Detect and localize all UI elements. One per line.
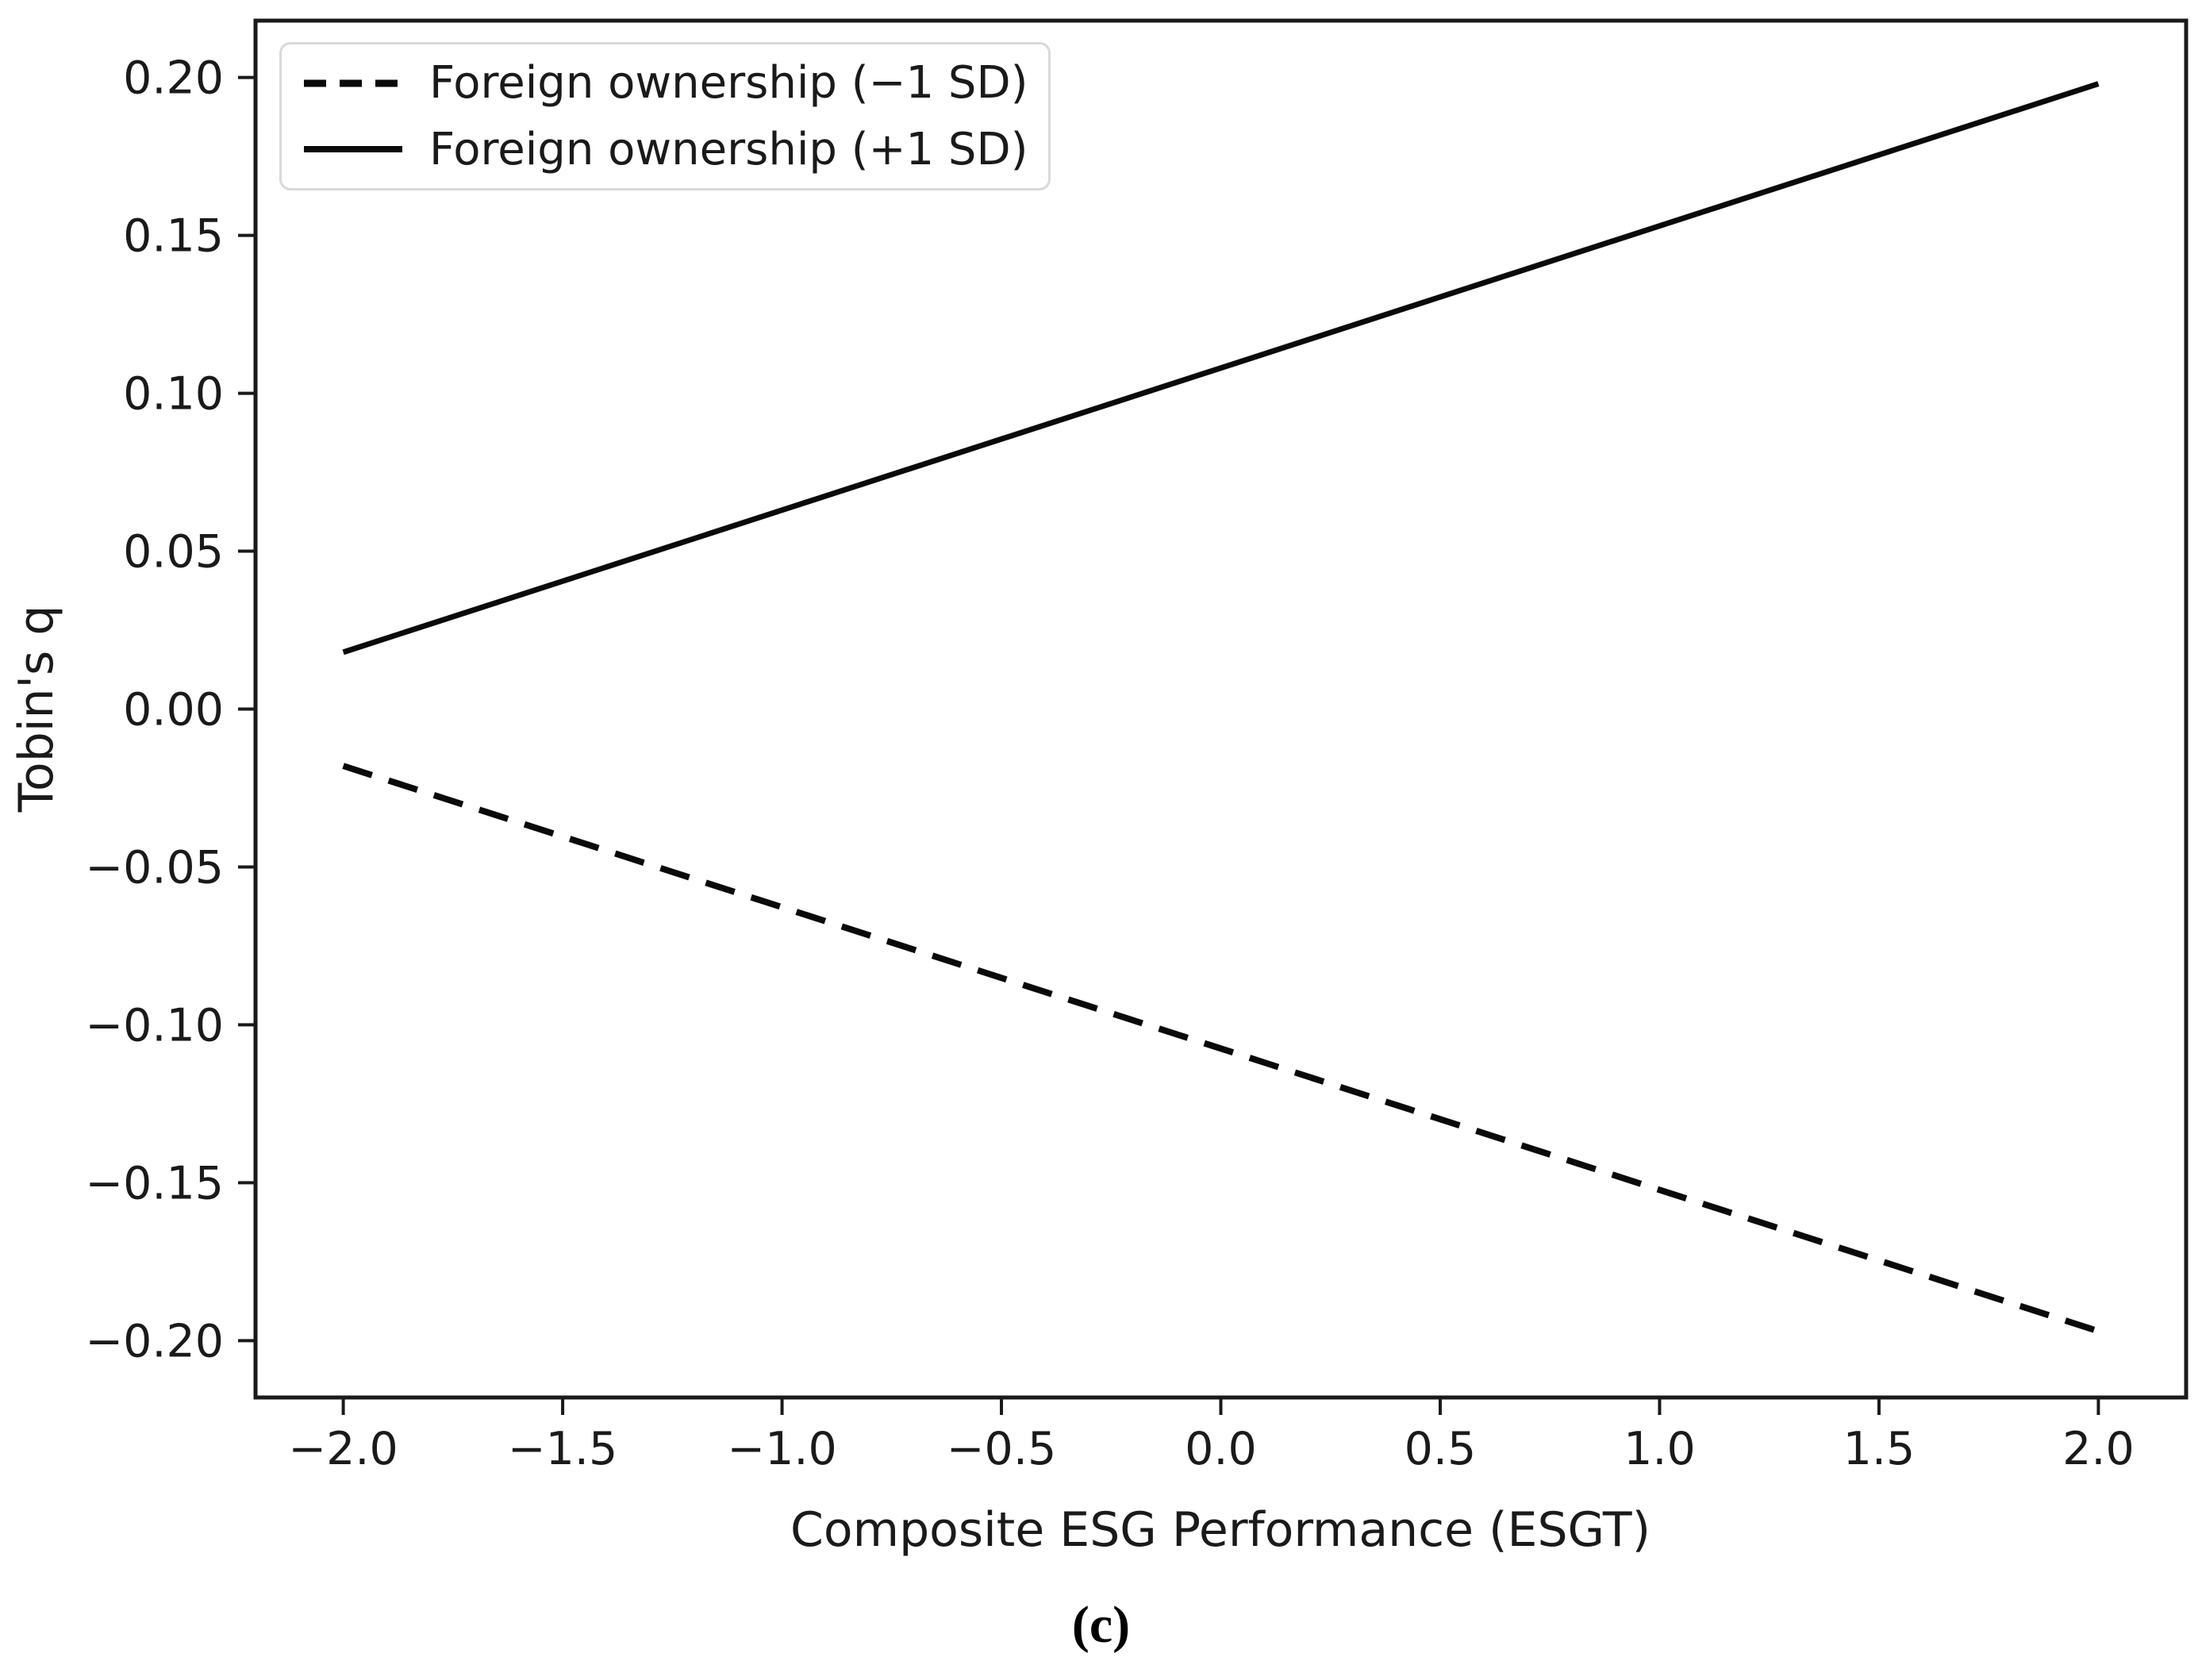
x-tick-label: −2.0 [288, 1423, 398, 1475]
series-line-dashed [342, 763, 2100, 1335]
y-tick-label: 0.15 [123, 210, 224, 263]
legend-solid-line-sample-icon [304, 146, 402, 153]
x-tick-label: 0.0 [1185, 1423, 1257, 1475]
legend-dashed-line-sample-icon [304, 79, 402, 87]
y-tick-label: 0.20 [123, 52, 224, 105]
plot-border [253, 18, 2189, 1400]
y-tick-label: 0.05 [123, 526, 224, 579]
series-line-solid [342, 81, 2100, 655]
x-axis-title: Composite ESG Performance (ESGT) [790, 1502, 1651, 1558]
x-tick-label: 1.5 [1843, 1423, 1916, 1475]
x-tick-label: −1.5 [508, 1423, 617, 1475]
y-tick-label: 0.10 [123, 368, 224, 421]
y-tick-label: −0.10 [85, 999, 224, 1051]
legend: Foreign ownership (−1 SD) Foreign owners… [279, 42, 1051, 191]
x-tick-label: −1.0 [727, 1423, 836, 1475]
legend-label: Foreign ownership (+1 SD) [429, 123, 1028, 175]
y-tick-label: −0.20 [85, 1315, 224, 1367]
legend-entry: Foreign ownership (−1 SD) [302, 59, 1028, 108]
y-tick-label: −0.05 [85, 841, 224, 894]
x-tick-label: 0.5 [1405, 1423, 1477, 1475]
x-tick-label: −0.5 [947, 1423, 1056, 1475]
figure-caption: (c) [1071, 1596, 1131, 1654]
legend-entry: Foreign ownership (+1 SD) [302, 125, 1028, 175]
legend-label: Foreign ownership (−1 SD) [429, 57, 1028, 109]
y-axis-title: Tobin's q [9, 605, 64, 813]
y-tick-label: 0.00 [123, 684, 224, 736]
x-tick-label: 2.0 [2062, 1423, 2135, 1475]
y-tick-label: −0.15 [85, 1157, 224, 1209]
x-tick-label: 1.0 [1624, 1423, 1696, 1475]
